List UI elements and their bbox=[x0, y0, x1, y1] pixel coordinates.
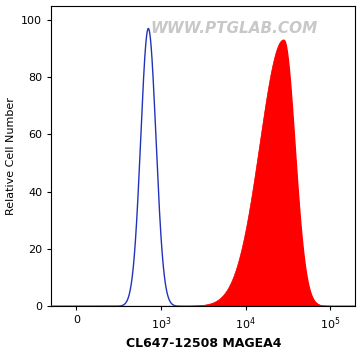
Y-axis label: Relative Cell Number: Relative Cell Number bbox=[5, 97, 16, 215]
Text: WWW.PTGLAB.COM: WWW.PTGLAB.COM bbox=[150, 21, 317, 36]
X-axis label: CL647-12508 MAGEA4: CL647-12508 MAGEA4 bbox=[126, 337, 281, 350]
